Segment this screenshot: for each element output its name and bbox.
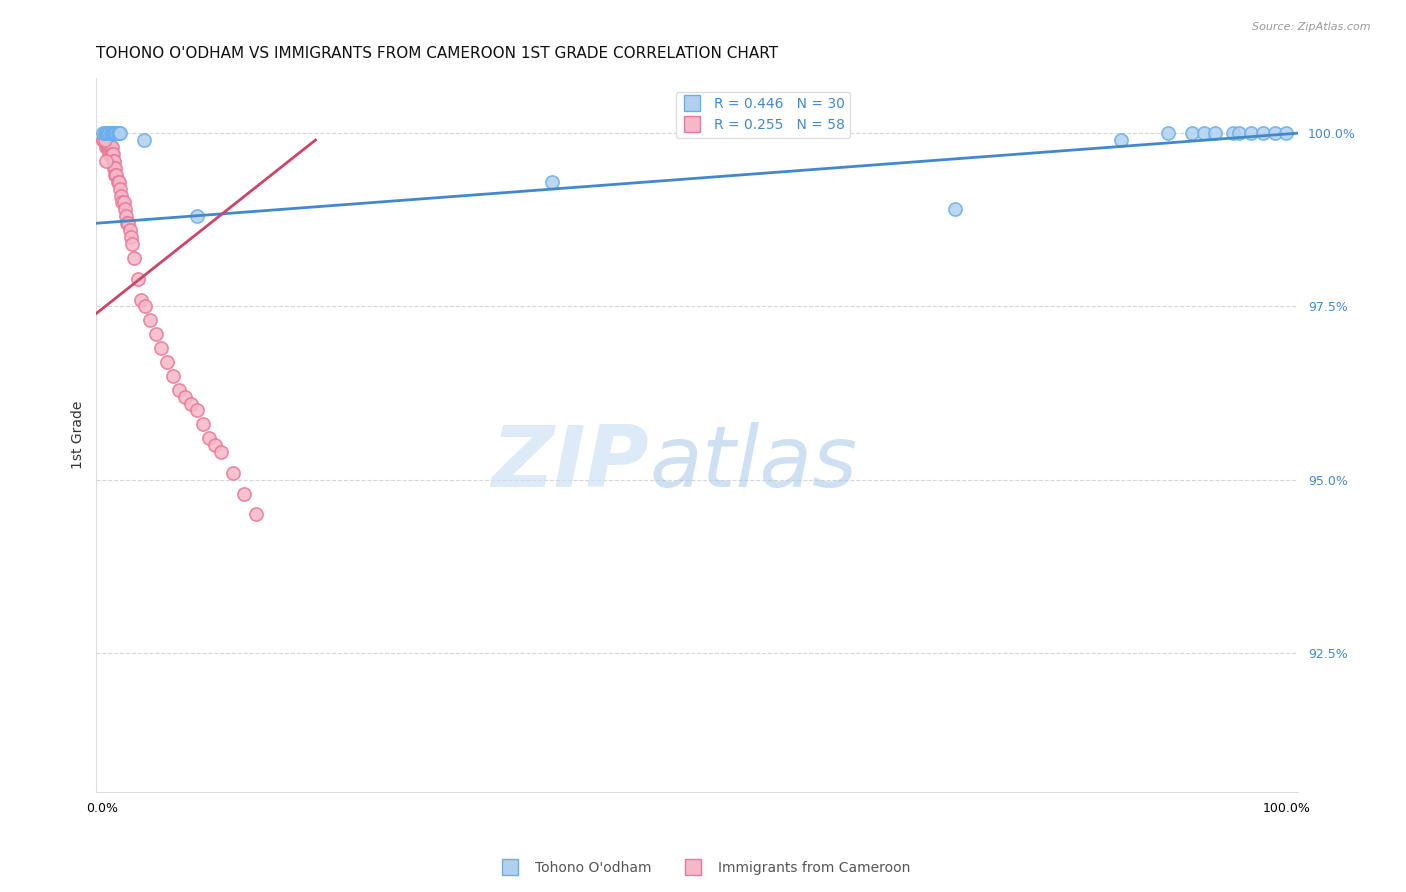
Text: Source: ZipAtlas.com: Source: ZipAtlas.com: [1253, 22, 1371, 32]
Point: [96, 126, 118, 140]
Point: [121, 237, 143, 252]
Point: [100, 126, 122, 140]
Point: [97, 133, 120, 147]
Point: [94, 133, 117, 147]
Point: [1251, 126, 1274, 140]
Point: [110, 188, 132, 202]
Point: [98, 140, 121, 154]
Point: [204, 438, 226, 452]
Point: [100, 140, 122, 154]
Point: [122, 251, 145, 265]
Point: [104, 126, 127, 140]
Text: atlas: atlas: [650, 422, 858, 505]
Point: [117, 216, 139, 230]
Point: [94, 153, 117, 168]
Point: [105, 168, 128, 182]
Point: [180, 396, 202, 410]
Point: [1222, 126, 1244, 140]
Point: [1157, 126, 1180, 140]
Point: [93, 133, 115, 147]
Point: [105, 126, 128, 140]
Point: [138, 313, 160, 327]
Point: [100, 147, 122, 161]
Point: [108, 126, 131, 140]
Point: [111, 195, 134, 210]
Point: [134, 300, 156, 314]
Point: [98, 126, 121, 140]
Point: [94, 126, 117, 140]
Point: [104, 161, 127, 175]
Point: [98, 147, 121, 161]
Point: [103, 126, 125, 140]
Point: [100, 147, 122, 161]
Legend: R = 0.446   N = 30, R = 0.255   N = 58: R = 0.446 N = 30, R = 0.255 N = 58: [676, 92, 851, 137]
Point: [103, 161, 125, 175]
Point: [114, 202, 136, 217]
Point: [101, 153, 124, 168]
Text: ZIP: ZIP: [492, 422, 650, 505]
Point: [108, 181, 131, 195]
Point: [97, 126, 120, 140]
Point: [245, 508, 267, 522]
Point: [108, 126, 131, 140]
Y-axis label: 1st Grade: 1st Grade: [72, 401, 86, 469]
Point: [107, 126, 129, 140]
Point: [131, 293, 153, 307]
Point: [943, 202, 966, 217]
Point: [132, 133, 155, 147]
Point: [94, 140, 117, 154]
Point: [107, 175, 129, 189]
Point: [96, 140, 118, 154]
Point: [186, 210, 208, 224]
Point: [127, 271, 149, 285]
Point: [103, 153, 125, 168]
Point: [108, 175, 131, 189]
Point: [96, 133, 118, 147]
Point: [1275, 126, 1298, 140]
Point: [101, 147, 124, 161]
Point: [1240, 126, 1263, 140]
Point: [115, 216, 138, 230]
Point: [145, 327, 167, 342]
Point: [100, 126, 122, 140]
Point: [156, 355, 179, 369]
Point: [186, 403, 208, 417]
Point: [104, 168, 127, 182]
Point: [100, 140, 122, 154]
Point: [1109, 133, 1132, 147]
Point: [167, 383, 190, 397]
Point: [209, 445, 232, 459]
Text: TOHONO O'ODHAM VS IMMIGRANTS FROM CAMEROON 1ST GRADE CORRELATION CHART: TOHONO O'ODHAM VS IMMIGRANTS FROM CAMERO…: [97, 46, 779, 62]
Point: [93, 126, 115, 140]
Point: [120, 230, 142, 244]
Point: [1192, 126, 1215, 140]
Point: [93, 133, 115, 147]
Point: [1264, 126, 1286, 140]
Point: [150, 341, 173, 355]
Point: [233, 486, 256, 500]
Point: [100, 147, 122, 161]
Point: [191, 417, 214, 432]
Point: [1204, 126, 1226, 140]
Point: [1227, 126, 1250, 140]
Legend: Tohono O'odham, Immigrants from Cameroon: Tohono O'odham, Immigrants from Cameroon: [491, 855, 915, 880]
Point: [93, 133, 115, 147]
Point: [115, 210, 138, 224]
Point: [174, 390, 197, 404]
Point: [162, 368, 184, 383]
Point: [93, 126, 115, 140]
Point: [198, 431, 221, 445]
Point: [101, 126, 124, 140]
Point: [1181, 126, 1204, 140]
Point: [97, 140, 120, 154]
Point: [93, 133, 115, 147]
Point: [221, 466, 243, 480]
Point: [541, 175, 564, 189]
Point: [112, 195, 135, 210]
Point: [118, 223, 141, 237]
